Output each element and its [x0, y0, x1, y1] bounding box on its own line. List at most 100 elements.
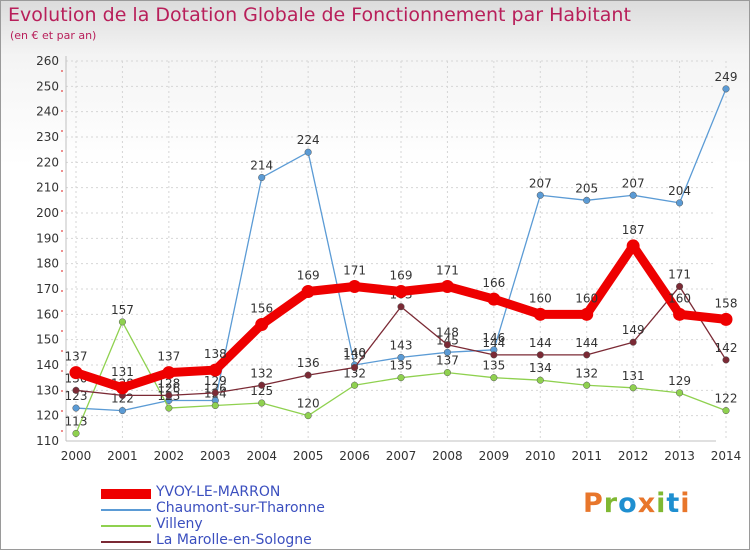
data-label: 160	[668, 291, 691, 305]
data-label: 207	[529, 176, 552, 190]
y-tick-label: 230	[36, 130, 59, 144]
data-label: 137	[157, 350, 180, 364]
y-tick-label: 250	[36, 79, 59, 93]
data-point	[351, 381, 359, 389]
data-point	[583, 196, 591, 204]
data-label: 120	[297, 397, 320, 411]
data-label: 140	[343, 346, 366, 360]
legend-label: Chaumont-sur-Tharonne	[156, 500, 325, 516]
logo-letter: o	[618, 488, 638, 519]
x-tick-label: 2012	[618, 449, 649, 463]
data-point	[533, 307, 547, 321]
x-tick-label: 2007	[386, 449, 417, 463]
logo-letter: i	[656, 488, 667, 519]
legend-swatch	[101, 525, 151, 527]
data-label: 144	[529, 336, 552, 350]
data-point	[72, 429, 80, 437]
data-point	[72, 386, 80, 394]
data-label: 146	[482, 331, 505, 345]
x-tick-label: 2005	[293, 449, 324, 463]
chart-subtitle: (en € et par an)	[10, 29, 97, 42]
y-tick-label: 170	[36, 282, 59, 296]
x-tick-label: 2003	[200, 449, 231, 463]
data-label: 132	[575, 366, 598, 380]
data-point	[719, 312, 733, 326]
y-tick-label: 140	[36, 358, 59, 372]
data-point	[211, 401, 219, 410]
logo-letter: r	[603, 488, 619, 519]
data-point	[583, 351, 591, 359]
data-point	[629, 384, 637, 392]
data-point	[115, 381, 129, 395]
data-point	[536, 191, 544, 199]
data-point	[443, 341, 451, 349]
data-point	[304, 371, 312, 379]
data-point	[118, 407, 126, 415]
x-tick-label: 2000	[61, 449, 92, 463]
data-point	[676, 282, 684, 291]
x-tick-label: 2002	[154, 449, 185, 463]
data-label: 144	[575, 336, 598, 350]
data-point	[397, 374, 405, 382]
data-label: 148	[436, 326, 459, 340]
data-point	[348, 279, 362, 293]
data-label: 207	[622, 176, 645, 190]
data-label: 142	[715, 341, 738, 355]
data-point	[69, 366, 83, 380]
data-point	[301, 285, 315, 299]
data-point	[351, 363, 359, 372]
logo-letter: P	[583, 488, 604, 519]
y-tick-label: 260	[36, 54, 59, 68]
x-tick-label: 2014	[711, 449, 742, 463]
data-point	[394, 285, 408, 299]
data-point	[536, 376, 544, 384]
data-label: 129	[204, 374, 227, 388]
data-point	[304, 412, 312, 420]
data-point	[626, 239, 640, 253]
data-point	[583, 381, 591, 389]
data-label: 187	[622, 223, 645, 237]
legend-label: La Marolle-en-Sologne	[156, 532, 312, 548]
y-tick-label: 120	[36, 409, 59, 423]
legend-swatch	[101, 541, 151, 543]
data-label: 169	[297, 269, 320, 283]
data-point	[722, 407, 730, 415]
proxiti-logo: Proxiti	[583, 488, 691, 519]
data-label: 144	[482, 336, 505, 350]
data-label: 224	[297, 133, 320, 147]
data-label: 136	[297, 356, 320, 370]
data-label: 166	[482, 276, 505, 290]
x-tick-label: 2009	[479, 449, 510, 463]
data-label: 125	[250, 384, 273, 398]
data-point	[258, 399, 266, 407]
data-point	[487, 292, 501, 306]
data-label: 171	[343, 263, 366, 277]
legend-label: YVOY-LE-MARRON	[156, 484, 281, 500]
data-label: 214	[250, 159, 273, 173]
data-label: 128	[157, 376, 180, 390]
data-point	[490, 374, 498, 382]
data-point	[304, 148, 312, 156]
y-tick-label: 190	[36, 231, 59, 245]
x-tick-label: 2001	[107, 449, 138, 463]
y-tick-label: 220	[36, 155, 59, 169]
y-tick-label: 130	[36, 383, 59, 397]
data-point	[255, 317, 269, 331]
logo-letter: i	[680, 488, 691, 519]
data-label: 156	[250, 301, 273, 315]
legend-label: Villeny	[156, 516, 203, 532]
data-label: 131	[622, 369, 645, 383]
y-tick-label: 180	[36, 257, 59, 271]
data-label: 122	[715, 392, 738, 406]
data-point	[536, 351, 544, 359]
data-label: 132	[343, 366, 366, 380]
data-label: 145	[436, 333, 459, 347]
data-point	[162, 366, 176, 380]
data-label: 123	[65, 389, 88, 403]
data-point	[440, 279, 454, 293]
data-label: 205	[575, 181, 598, 195]
data-point	[722, 356, 730, 364]
data-label: 149	[622, 323, 645, 337]
